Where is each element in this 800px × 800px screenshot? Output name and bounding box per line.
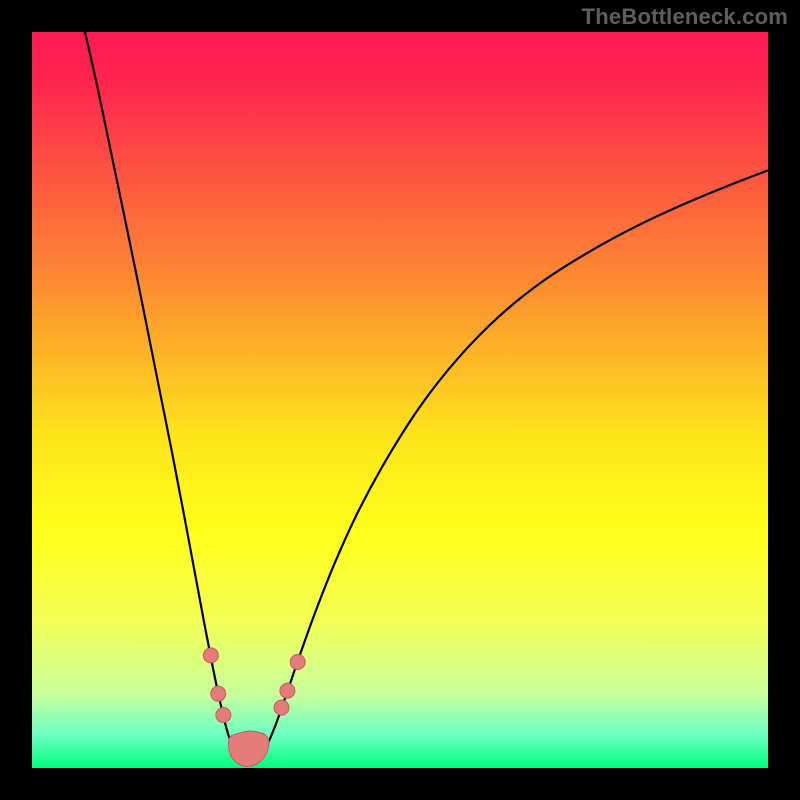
chart-stage: TheBottleneck.com	[0, 0, 800, 800]
highlight-dot	[290, 655, 305, 670]
highlight-dot	[216, 708, 231, 723]
watermark-text: TheBottleneck.com	[582, 4, 788, 30]
highlight-dot	[203, 648, 218, 663]
highlight-dot	[211, 686, 226, 701]
chart-svg	[0, 0, 800, 800]
highlight-dot	[280, 683, 295, 698]
plot-background	[32, 32, 768, 768]
highlight-dot	[274, 700, 289, 715]
